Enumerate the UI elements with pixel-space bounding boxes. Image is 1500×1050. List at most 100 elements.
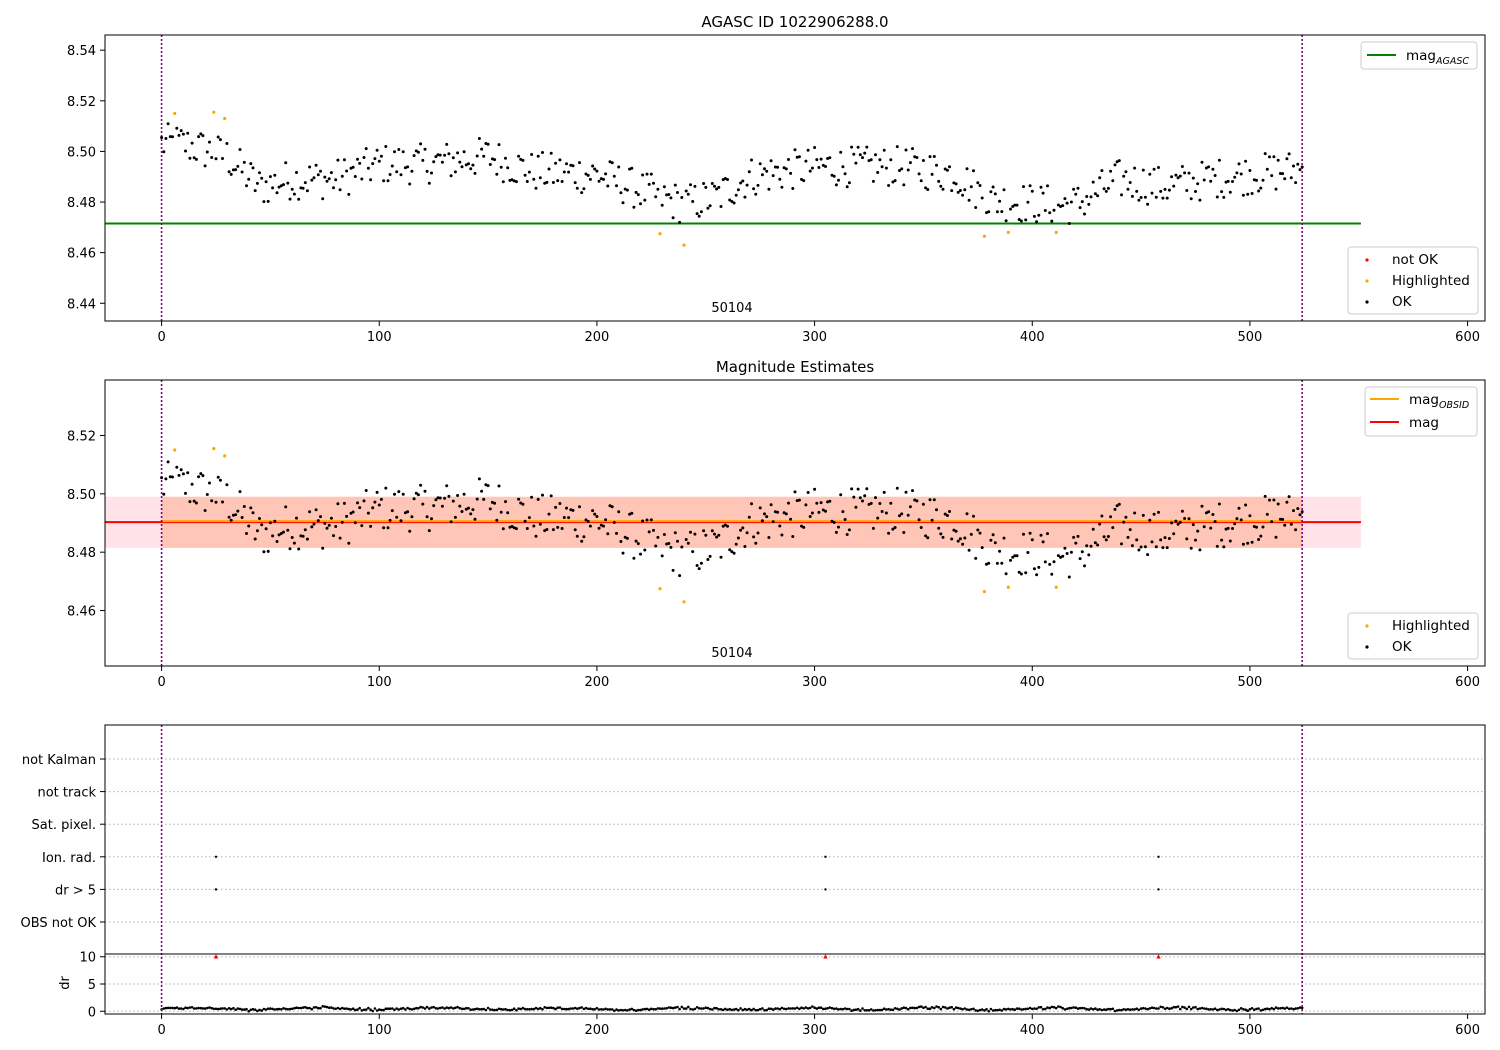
ok-point bbox=[229, 518, 233, 522]
ok-point bbox=[702, 182, 706, 185]
dr-point bbox=[806, 1007, 810, 1010]
ok-point bbox=[399, 519, 403, 523]
dr-point bbox=[321, 1005, 325, 1008]
ok-point bbox=[1200, 504, 1204, 508]
ok-point bbox=[1039, 533, 1043, 537]
ok-point bbox=[1213, 174, 1217, 177]
ok-point bbox=[1133, 166, 1137, 170]
ok-point bbox=[736, 536, 740, 540]
ok-point bbox=[523, 173, 527, 177]
ok-point bbox=[477, 477, 481, 481]
dr-point bbox=[822, 1007, 825, 1011]
dr-point bbox=[1098, 1008, 1101, 1011]
dr-point bbox=[1048, 1006, 1051, 1010]
ok-point bbox=[218, 478, 222, 482]
ok-point bbox=[458, 504, 462, 508]
ok-point bbox=[1283, 177, 1287, 181]
ok-point bbox=[1043, 560, 1047, 564]
ok-point bbox=[754, 541, 758, 545]
dr-point bbox=[684, 1007, 688, 1010]
dr-point bbox=[939, 1007, 943, 1011]
ok-point bbox=[1135, 538, 1139, 542]
dr-point bbox=[1211, 1008, 1215, 1011]
legend-mag-label: mag bbox=[1409, 415, 1439, 431]
ok-point bbox=[793, 490, 797, 494]
ok-point bbox=[734, 193, 738, 197]
ok-point bbox=[397, 490, 401, 494]
dr-point bbox=[667, 1006, 671, 1009]
dr-point bbox=[941, 1005, 945, 1009]
ok-point bbox=[834, 530, 838, 534]
ok-point bbox=[980, 196, 984, 200]
ok-point bbox=[377, 159, 381, 163]
ok-point bbox=[1146, 553, 1150, 557]
dr-point bbox=[1111, 1007, 1115, 1011]
ok-point bbox=[802, 525, 806, 529]
ok-point bbox=[630, 166, 634, 170]
dr-point bbox=[943, 1006, 947, 1009]
ok-point bbox=[582, 535, 586, 539]
ok-point bbox=[876, 171, 880, 174]
ok-point bbox=[434, 498, 438, 502]
dr-clipped-marker bbox=[1156, 954, 1161, 959]
ok-point bbox=[908, 161, 912, 165]
panel-agasc: AGASC ID 1022906288.0 0 100 200 300 400 500 60… bbox=[67, 13, 1486, 345]
ok-point bbox=[845, 185, 849, 189]
ok-point bbox=[1089, 195, 1093, 199]
ok-point bbox=[1265, 512, 1269, 516]
ok-point bbox=[854, 505, 858, 509]
dr-point bbox=[928, 1007, 932, 1010]
ok-point bbox=[921, 502, 925, 506]
ok-point bbox=[1172, 532, 1176, 536]
ok-point bbox=[928, 498, 932, 502]
ok-point bbox=[443, 496, 447, 500]
ok-point bbox=[595, 515, 599, 518]
x-tick-label: 600 bbox=[1455, 675, 1480, 690]
ok-point bbox=[1141, 513, 1145, 517]
ok-point bbox=[676, 191, 679, 194]
ok-point bbox=[961, 542, 965, 546]
ok-point bbox=[1113, 507, 1117, 511]
ok-point bbox=[445, 484, 449, 488]
ok-point bbox=[186, 471, 190, 475]
ok-point bbox=[1300, 510, 1304, 514]
dr-tick-label: 5 bbox=[88, 978, 96, 993]
dr-point bbox=[1046, 1006, 1049, 1009]
ok-point bbox=[958, 537, 962, 541]
ok-point bbox=[369, 178, 373, 182]
ok-point bbox=[334, 525, 338, 528]
ok-point bbox=[1250, 540, 1254, 544]
ok-point bbox=[238, 148, 242, 151]
dr-point bbox=[367, 1006, 370, 1010]
dr-point bbox=[1261, 1008, 1265, 1012]
ok-point bbox=[408, 529, 412, 533]
dr-point bbox=[443, 1007, 446, 1010]
ok-point bbox=[669, 196, 673, 200]
dr-point bbox=[882, 1007, 886, 1010]
ok-point bbox=[521, 502, 525, 506]
dr-point bbox=[1126, 1008, 1130, 1011]
ok-point bbox=[1194, 190, 1197, 193]
dr-point bbox=[787, 1007, 790, 1010]
ok-point bbox=[504, 500, 507, 504]
ok-point bbox=[821, 508, 825, 512]
ok-point bbox=[532, 177, 536, 181]
dr-point bbox=[980, 1008, 984, 1011]
dr-point bbox=[752, 1007, 755, 1011]
dr-point bbox=[1011, 1007, 1014, 1011]
dr-point bbox=[1035, 1007, 1038, 1011]
ok-point bbox=[1022, 185, 1025, 189]
ok-point bbox=[1037, 565, 1041, 569]
dr-point bbox=[769, 1007, 773, 1011]
dr-point bbox=[251, 1007, 255, 1011]
ok-point bbox=[956, 539, 960, 543]
ok-point bbox=[887, 531, 891, 535]
dr-point bbox=[445, 1006, 449, 1009]
ok-point bbox=[1226, 526, 1230, 530]
ok-point bbox=[547, 167, 551, 171]
ok-point bbox=[998, 549, 1002, 553]
dr-point bbox=[341, 1006, 344, 1010]
ok-point bbox=[987, 210, 991, 214]
